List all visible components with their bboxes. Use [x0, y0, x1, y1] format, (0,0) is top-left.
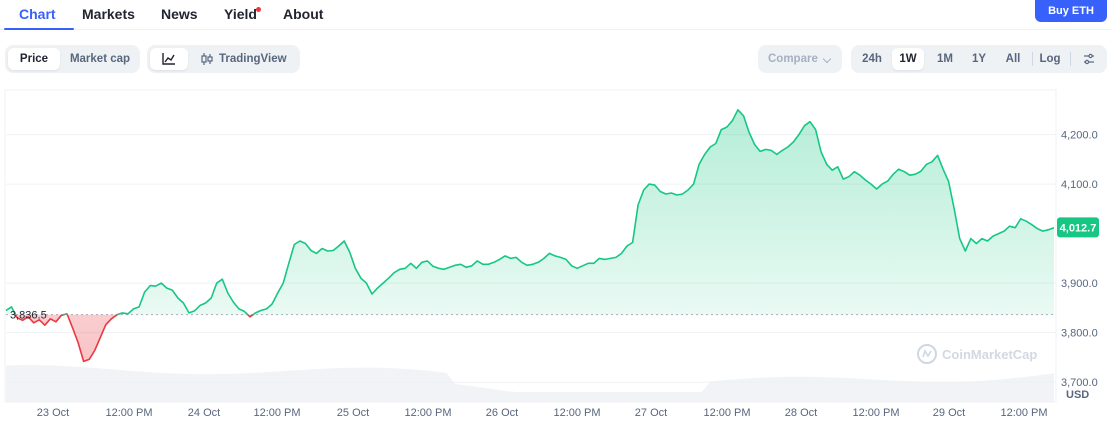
- x-tick-label: 12:00 PM: [553, 407, 600, 419]
- range-1w[interactable]: 1W: [892, 48, 924, 70]
- range-1m[interactable]: 1M: [937, 53, 953, 65]
- price-toggle[interactable]: Price: [8, 48, 60, 70]
- log-toggle[interactable]: Log: [1039, 53, 1061, 65]
- tab-about[interactable]: About: [283, 6, 324, 22]
- tab-news[interactable]: News: [161, 6, 198, 22]
- tab-chart[interactable]: Chart: [19, 6, 56, 22]
- range-all[interactable]: All: [1005, 53, 1021, 65]
- range-1y[interactable]: 1Y: [971, 53, 987, 65]
- range-divider: [1032, 52, 1033, 66]
- range-24h[interactable]: 24h: [862, 53, 882, 65]
- y-tick-label: 3,900.0: [1061, 278, 1098, 290]
- marketcap-toggle[interactable]: Market cap: [69, 53, 131, 65]
- y-tick-label: 4,100.0: [1061, 179, 1098, 191]
- watermark-text: CoinMarketCap: [942, 347, 1037, 362]
- x-tick-label: 12:00 PM: [1000, 407, 1047, 419]
- settings-divider: [1070, 52, 1071, 66]
- watermark: CoinMarketCap: [917, 344, 1037, 364]
- y-tick-label: 4,200.0: [1061, 130, 1098, 142]
- top-navigation: Chart Markets News Yield About Buy ETH: [0, 0, 1111, 30]
- x-tick-label: 12:00 PM: [703, 407, 750, 419]
- x-tick-label: 26 Oct: [486, 407, 518, 419]
- line-chart-icon: [162, 53, 175, 65]
- chart-style-toggle: TradingView: [147, 45, 300, 73]
- chart-settings-button[interactable]: [1075, 48, 1103, 70]
- price-area-up: [6, 109, 1054, 315]
- current-price-label: 4,012.7: [1060, 222, 1097, 234]
- buy-eth-button[interactable]: Buy ETH: [1035, 0, 1107, 22]
- current-price-tag: [1057, 217, 1099, 238]
- range-selector: 24h 1W 1M 1Y All Log: [851, 45, 1107, 73]
- x-tick-label: 12:00 PM: [852, 407, 899, 419]
- tab-yield[interactable]: Yield: [224, 6, 257, 22]
- x-tick-label: 25 Oct: [337, 407, 369, 419]
- x-tick-label: 12:00 PM: [404, 407, 451, 419]
- compare-dropdown[interactable]: Compare: [758, 45, 842, 73]
- tradingview-toggle[interactable]: TradingView: [193, 48, 297, 70]
- compare-label: Compare: [768, 53, 818, 65]
- baseline-label: 3,836.5: [10, 310, 47, 322]
- volume-band: [6, 365, 1054, 402]
- x-tick-label: 12:00 PM: [253, 407, 300, 419]
- line-chart-toggle[interactable]: [150, 48, 188, 70]
- price-line-up: [5, 109, 1055, 315]
- x-tick-label: 24 Oct: [188, 407, 220, 419]
- x-tick-label: 29 Oct: [933, 407, 965, 419]
- x-tick-label: 23 Oct: [37, 407, 69, 419]
- chevron-down-icon: [822, 54, 832, 64]
- active-tab-underline: [4, 28, 74, 30]
- x-tick-label: 27 Oct: [635, 407, 667, 419]
- x-tick-label: 12:00 PM: [105, 407, 152, 419]
- tradingview-label: TradingView: [219, 53, 287, 65]
- coinmarketcap-logo-icon: [917, 344, 937, 364]
- x-tick-label: 28 Oct: [785, 407, 817, 419]
- tab-markets[interactable]: Markets: [82, 6, 135, 22]
- y-tick-label: 3,700.0: [1061, 377, 1098, 389]
- y-tick-label: 3,800.0: [1061, 328, 1098, 340]
- sliders-icon: [1084, 53, 1094, 65]
- candlestick-icon: [201, 53, 213, 65]
- y-unit-label: USD: [1066, 389, 1089, 401]
- price-chart[interactable]: CoinMarketCap 3,700.0 3,800.0 3,900.0 4,100…: [0, 85, 1111, 428]
- price-chart-svg: CoinMarketCap 3,700.0 3,800.0 3,900.0 4,100…: [4, 89, 1099, 419]
- metric-toggle: Price Market cap: [5, 45, 140, 73]
- new-badge-dot: [256, 7, 261, 12]
